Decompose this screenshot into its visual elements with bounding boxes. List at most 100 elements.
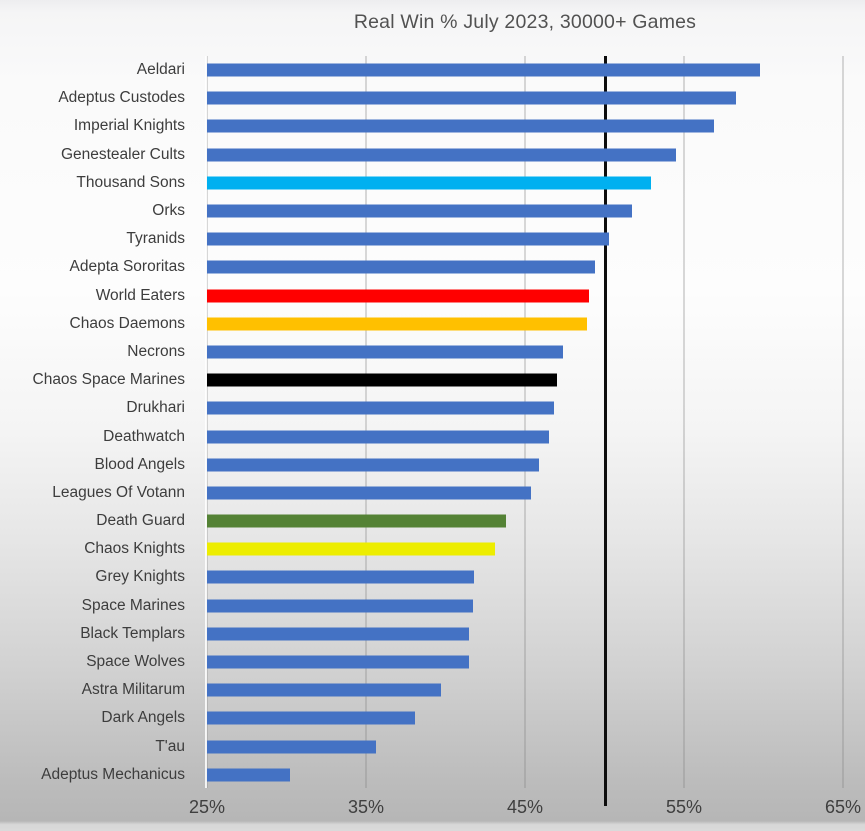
category-label: Chaos Space Marines: [32, 371, 186, 389]
category-label: Necrons: [127, 342, 185, 360]
bar-track: [207, 225, 843, 253]
bar-track: [207, 422, 843, 450]
category-label: Adeptus Mechanicus: [41, 765, 185, 783]
category-label: Adepta Sororitas: [69, 258, 185, 276]
bar-row-drukhari: Drukhari: [0, 394, 865, 422]
bar-track: [207, 648, 843, 676]
bar-track: [207, 84, 843, 112]
bar-track: [207, 282, 843, 310]
bar: [207, 373, 557, 387]
category-label: Death Guard: [96, 512, 185, 530]
category-label: Genestealer Cults: [60, 145, 185, 163]
bar-row-grey-knights: Grey Knights: [0, 563, 865, 591]
x-tick-label-25: 25%: [188, 797, 226, 817]
bar: [207, 627, 470, 641]
bar-rows: Aeldari Adeptus Custodes Imperial Knights G…: [0, 56, 865, 789]
bar-track: [207, 761, 843, 789]
x-tick-label-35: 35%: [347, 797, 385, 817]
bar: [207, 599, 473, 613]
bar: [207, 514, 506, 528]
bar: [207, 486, 532, 500]
bar-track: [207, 253, 843, 281]
bar-row-death-guard: Death Guard: [0, 507, 865, 535]
bar: [207, 204, 632, 218]
bar-row-necrons: Necrons: [0, 338, 865, 366]
bar-row-thousand-sons: Thousand Sons: [0, 169, 865, 197]
bar: [207, 91, 737, 105]
category-label: Aeldari: [136, 61, 185, 79]
category-label: Tyranids: [126, 230, 185, 248]
gridline-65: [842, 56, 844, 788]
bar: [207, 232, 610, 246]
category-label: Astra Militarum: [81, 681, 185, 699]
bar-row-tyranids: Tyranids: [0, 225, 865, 253]
bar-row-orks: Orks: [0, 197, 865, 225]
bar: [207, 317, 587, 331]
bar: [207, 458, 540, 472]
bar: [207, 655, 470, 669]
bar-row-t-au: T'au: [0, 733, 865, 761]
bar: [207, 401, 554, 415]
bar-track: [207, 197, 843, 225]
bar-track: [207, 592, 843, 620]
category-label: Adeptus Custodes: [58, 89, 185, 107]
bar-row-space-wolves: Space Wolves: [0, 648, 865, 676]
category-label: T'au: [155, 737, 185, 755]
x-tick-label-55: 55%: [665, 797, 703, 817]
bar-track: [207, 507, 843, 535]
category-label: Chaos Daemons: [69, 314, 185, 332]
bar-row-leagues-of-votann: Leagues Of Votann: [0, 479, 865, 507]
bar: [207, 711, 416, 725]
bar-track: [207, 620, 843, 648]
category-label: Drukhari: [126, 399, 185, 417]
gridline-25: [206, 56, 208, 788]
bar-track: [207, 169, 843, 197]
bar: [207, 768, 290, 782]
bar-row-chaos-space-marines: Chaos Space Marines: [0, 366, 865, 394]
bar-row-blood-angels: Blood Angels: [0, 451, 865, 479]
category-label: Blood Angels: [94, 455, 186, 473]
bar: [207, 176, 651, 190]
bar-track: [207, 112, 843, 140]
bar-track: [207, 676, 843, 704]
bar-row-chaos-knights: Chaos Knights: [0, 535, 865, 563]
bar-row-world-eaters: World Eaters: [0, 282, 865, 310]
bar: [207, 740, 376, 754]
bar-track: [207, 366, 843, 394]
gridline-55: [683, 56, 685, 788]
category-label: Orks: [152, 202, 185, 220]
bar: [207, 430, 549, 444]
bar: [207, 148, 677, 162]
category-label: Leagues Of Votann: [52, 483, 185, 501]
bar-row-deathwatch: Deathwatch: [0, 422, 865, 450]
category-label: Space Wolves: [86, 653, 185, 671]
bar: [207, 260, 595, 274]
bar-track: [207, 563, 843, 591]
bar-row-aeldari: Aeldari: [0, 56, 865, 84]
bar-track: [207, 479, 843, 507]
bar-row-chaos-daemons: Chaos Daemons: [0, 310, 865, 338]
bar: [207, 289, 589, 303]
bar-row-astra-militarum: Astra Militarum: [0, 676, 865, 704]
bar: [207, 570, 475, 584]
category-label: Imperial Knights: [73, 117, 185, 135]
bar-row-black-templars: Black Templars: [0, 620, 865, 648]
bar: [207, 119, 715, 133]
bar-row-adeptus-custodes: Adeptus Custodes: [0, 84, 865, 112]
bar-track: [207, 310, 843, 338]
bar: [207, 63, 761, 77]
bar-track: [207, 704, 843, 732]
bar: [207, 683, 441, 697]
bar-row-space-marines: Space Marines: [0, 592, 865, 620]
bar-row-adepta-sororitas: Adepta Sororitas: [0, 253, 865, 281]
category-label: Chaos Knights: [84, 540, 185, 558]
category-label: Thousand Sons: [76, 173, 185, 191]
x-tick-label-45: 45%: [506, 797, 544, 817]
bar-row-adeptus-mechanicus: Adeptus Mechanicus: [0, 761, 865, 789]
y-axis-line: [205, 56, 207, 788]
x-tick-label-65: 65%: [824, 797, 862, 817]
category-label: World Eaters: [95, 286, 185, 304]
category-label: Space Marines: [81, 596, 185, 614]
